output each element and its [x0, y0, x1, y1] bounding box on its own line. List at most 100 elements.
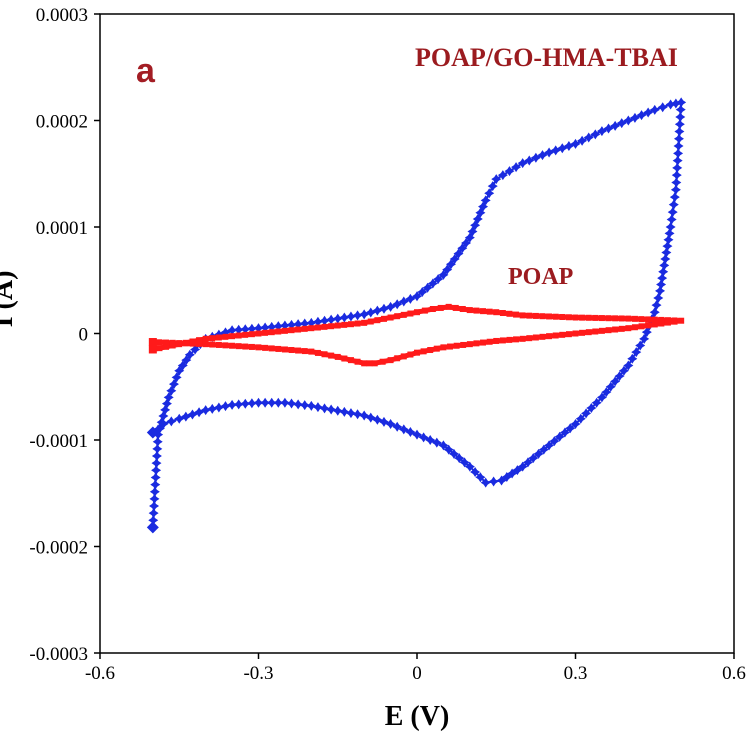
series-marker: [610, 376, 621, 387]
series-marker: [328, 323, 335, 330]
series-marker: [670, 98, 681, 109]
series-marker: [227, 399, 238, 410]
series-marker: [526, 335, 533, 342]
series-marker: [605, 327, 612, 334]
series-marker: [565, 423, 576, 434]
series-marker: [235, 343, 242, 350]
series-marker: [537, 150, 548, 161]
series-marker: [466, 307, 473, 314]
series-marker: [255, 330, 262, 337]
series-marker: [150, 472, 161, 483]
series-marker: [405, 427, 416, 438]
series-marker: [676, 97, 687, 108]
series-marker: [673, 133, 684, 144]
series-marker: [623, 360, 634, 371]
series-marker: [639, 333, 650, 344]
series-marker: [242, 343, 249, 350]
series-marker: [407, 351, 414, 358]
series-marker: [308, 325, 315, 332]
series-marker: [605, 381, 616, 392]
series-marker: [636, 110, 647, 121]
series-marker: [672, 155, 683, 166]
series-marker: [319, 315, 330, 326]
series-marker: [638, 316, 645, 323]
series-marker: [625, 325, 632, 332]
series-marker: [209, 335, 216, 342]
series-marker: [328, 352, 335, 359]
series-marker: [431, 437, 442, 448]
series-marker: [229, 333, 236, 340]
series-marker: [437, 304, 444, 311]
series-marker: [321, 323, 328, 330]
series-marker: [339, 312, 350, 323]
series-marker: [618, 315, 625, 322]
series-marker: [499, 337, 506, 344]
series-marker: [189, 340, 196, 347]
series-marker: [295, 326, 302, 333]
series-marker: [398, 424, 409, 435]
series-marker: [319, 403, 330, 414]
series-marker: [293, 319, 304, 330]
series-marker: [459, 306, 466, 313]
series-marker: [519, 312, 526, 319]
series-marker: [246, 398, 257, 409]
series-marker: [158, 419, 169, 430]
series-marker: [273, 321, 284, 332]
series-marker: [504, 166, 515, 177]
series-marker: [453, 248, 464, 259]
series-marker: [559, 313, 566, 320]
series-marker: [380, 315, 387, 322]
series-marker: [618, 365, 629, 376]
series-marker: [306, 400, 317, 411]
series-marker: [174, 365, 185, 376]
series-marker: [480, 477, 491, 488]
series-marker: [268, 329, 275, 336]
y-tick-label: 0.0001: [36, 218, 88, 239]
series-marker: [581, 408, 592, 419]
series-marker: [507, 468, 518, 479]
series-marker: [301, 348, 308, 355]
series-marker: [442, 264, 453, 275]
plot-frame: [99, 13, 735, 654]
series-marker: [645, 316, 652, 323]
series-marker: [563, 141, 574, 152]
series-marker: [649, 307, 660, 318]
series-marker: [565, 331, 572, 338]
series-marker: [655, 285, 666, 296]
series-marker: [506, 336, 513, 343]
series-marker: [187, 409, 198, 420]
series-marker: [312, 402, 323, 413]
series-marker: [601, 387, 612, 398]
series-end-marker: [146, 426, 159, 439]
series-marker: [470, 466, 481, 477]
series-marker: [262, 344, 269, 351]
series-marker: [517, 461, 528, 472]
series-marker: [467, 226, 478, 237]
x-tick-label: -0.3: [243, 663, 273, 684]
series-marker: [470, 220, 481, 231]
series-marker: [641, 327, 652, 338]
panel-label: a: [136, 52, 156, 90]
series-marker: [166, 385, 177, 396]
series-marker: [484, 188, 495, 199]
series-marker: [260, 397, 271, 408]
series-marker: [665, 99, 676, 110]
series-marker: [559, 427, 570, 438]
series-marker: [549, 436, 560, 447]
series-marker: [585, 314, 592, 321]
series-marker: [675, 111, 686, 122]
series-marker: [196, 340, 203, 347]
series-marker: [473, 340, 480, 347]
series-marker: [248, 343, 255, 350]
series-marker: [361, 360, 368, 367]
series-end-marker: [148, 338, 157, 347]
series-marker: [598, 327, 605, 334]
series-marker: [552, 313, 559, 320]
series-marker: [273, 397, 284, 408]
series-marker: [445, 259, 456, 270]
series-marker: [645, 322, 652, 329]
series-marker: [472, 214, 483, 225]
series-marker: [378, 303, 389, 314]
series-marker: [539, 333, 546, 340]
series-marker: [312, 316, 323, 327]
